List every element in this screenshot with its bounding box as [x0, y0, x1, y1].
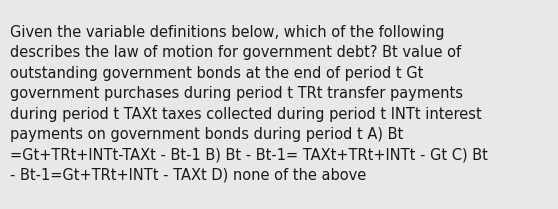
Text: Given the variable definitions below, which of the following
describes the law o: Given the variable definitions below, wh… [10, 25, 488, 183]
